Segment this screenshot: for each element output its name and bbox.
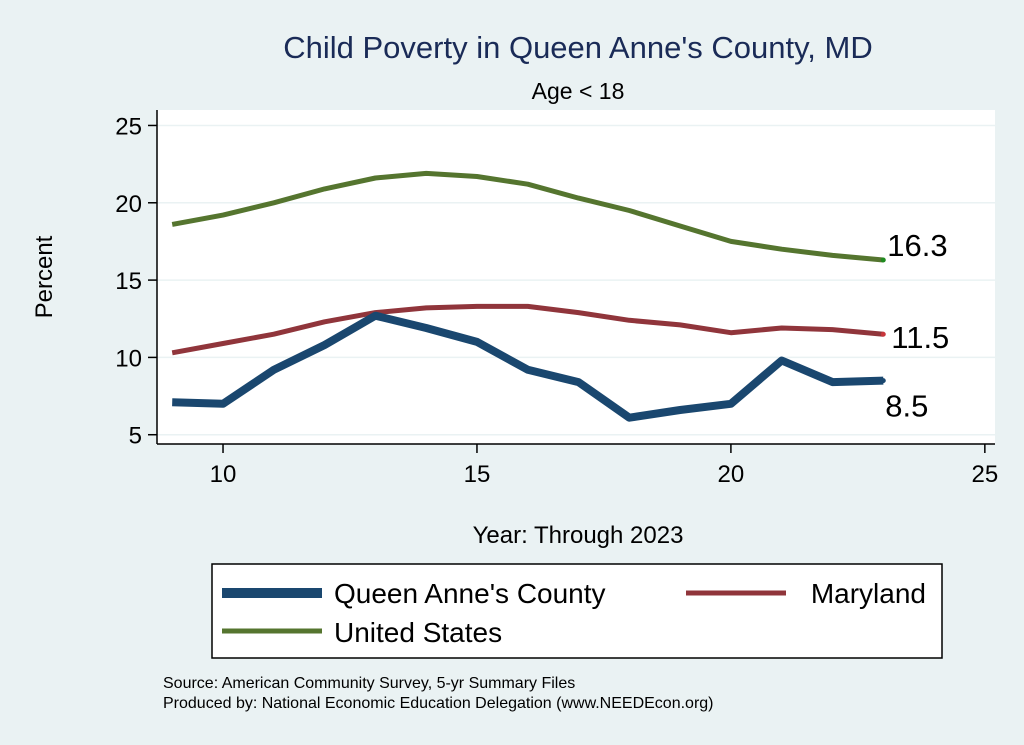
x-tick-label: 25 (971, 461, 998, 488)
chart-subtitle: Age < 18 (532, 78, 625, 104)
end-labels: 16.3 11.5 8.5 (885, 228, 949, 424)
x-tick-label: 15 (464, 461, 491, 488)
y-tick-label: 25 (115, 113, 142, 140)
legend-label: Maryland (811, 578, 926, 609)
series-end-marker (880, 378, 886, 384)
series-end-marker (880, 331, 886, 337)
chart-title: Child Poverty in Queen Anne's County, MD (283, 30, 872, 65)
y-tick-label: 15 (115, 268, 142, 295)
source-note: Source: American Community Survey, 5-yr … (163, 675, 575, 692)
produced-by-note: Produced by: National Economic Education… (163, 695, 714, 712)
series-lines (171, 170, 886, 422)
y-tick-label: 10 (115, 345, 142, 372)
ticks: 5 10 15 20 25 10 15 20 25 (115, 113, 998, 488)
x-tick-label: 10 (210, 461, 237, 488)
x-axis-label: Year: Through 2023 (473, 522, 684, 549)
legend-label: Queen Anne's County (334, 578, 606, 609)
x-tick-label: 20 (718, 461, 745, 488)
axes (156, 110, 995, 445)
y-tick-label: 5 (129, 423, 142, 450)
plot-area (157, 110, 995, 444)
series-line (172, 311, 884, 422)
series-end-marker (880, 257, 886, 263)
series-line (171, 170, 884, 263)
series-end-label: 8.5 (885, 389, 928, 424)
series-line (171, 303, 884, 356)
legend: Queen Anne's County Maryland United States (211, 563, 943, 659)
series-end-label: 11.5 (891, 320, 949, 355)
y-axis-label: Percent (31, 235, 58, 318)
series-end-label: 16.3 (887, 228, 947, 263)
legend-box (211, 563, 943, 659)
y-tick-label: 20 (115, 191, 142, 218)
legend-label: United States (334, 617, 502, 648)
